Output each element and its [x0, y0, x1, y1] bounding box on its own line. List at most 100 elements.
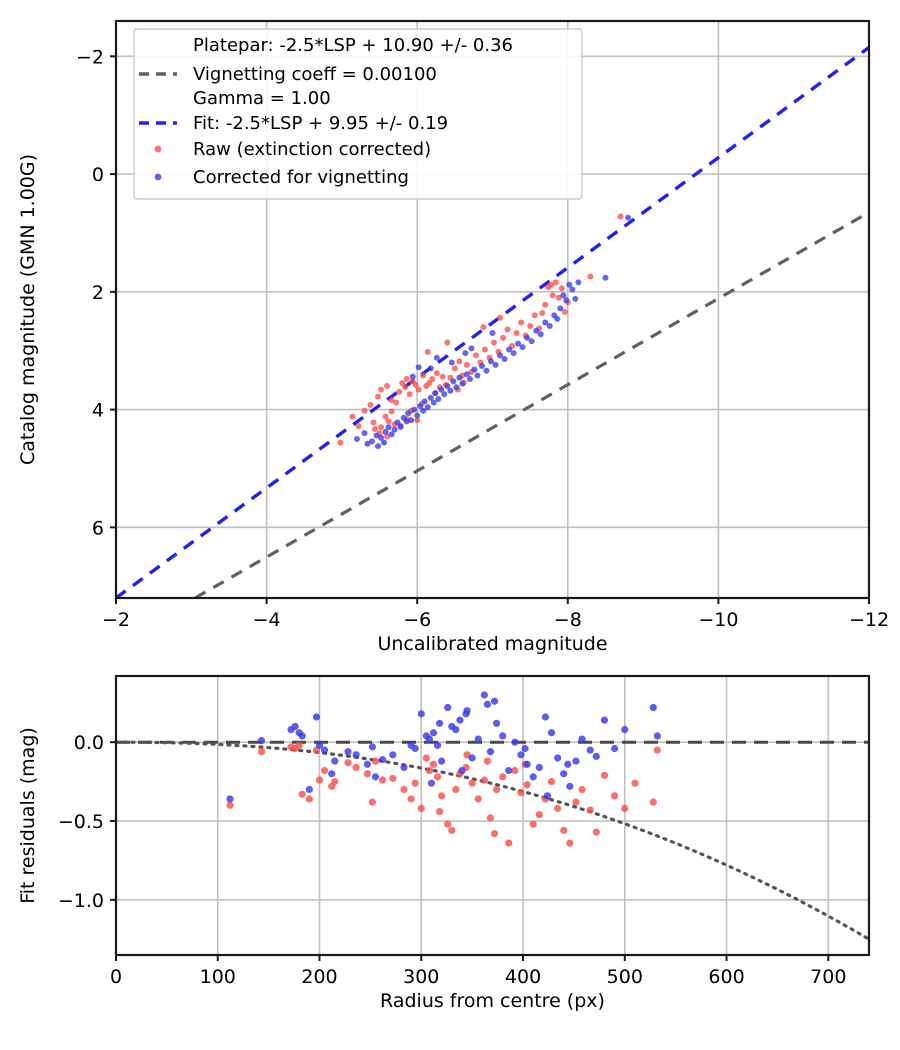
legend-entry-label: Gamma = 1.00 — [193, 88, 331, 109]
y-axis-label: Fit residuals (mag) — [17, 727, 39, 904]
data-point — [305, 795, 313, 803]
data-point — [542, 301, 549, 308]
data-point — [414, 412, 421, 419]
data-point — [355, 423, 362, 430]
data-point — [438, 386, 445, 393]
data-point — [435, 395, 442, 402]
data-point — [412, 381, 419, 388]
data-point — [363, 770, 371, 778]
data-point — [489, 330, 496, 337]
data-point — [569, 286, 576, 293]
axis-ticks: −2 −4 −6 −8 −10 −12 −2 0 2 4 6 — [76, 46, 889, 631]
data-point — [483, 757, 492, 765]
x-tick-label: −2 — [102, 609, 130, 631]
platepar-line — [194, 210, 869, 598]
data-point — [533, 327, 540, 334]
data-point — [554, 804, 562, 813]
data-point — [557, 305, 564, 312]
data-point — [529, 773, 537, 781]
data-point — [257, 748, 266, 756]
data-point — [381, 439, 388, 446]
data-point — [566, 281, 573, 288]
y-tick-label: 6 — [92, 517, 104, 539]
data-point — [389, 774, 397, 783]
data-point — [438, 757, 446, 765]
data-point — [312, 713, 321, 721]
data-point — [459, 380, 466, 387]
data-point — [456, 716, 464, 724]
data-point — [331, 757, 339, 765]
data-point — [497, 352, 504, 359]
data-point — [402, 384, 409, 391]
data-point — [432, 390, 439, 397]
data-point — [515, 340, 522, 347]
data-point — [621, 725, 629, 734]
data-point — [433, 354, 440, 361]
data-point — [450, 378, 457, 385]
series-raw — [226, 741, 661, 847]
data-point — [625, 214, 632, 221]
data-point — [393, 399, 400, 406]
data-point — [315, 776, 324, 784]
data-point — [298, 790, 306, 798]
x-tick-label: −8 — [554, 609, 582, 631]
data-point — [471, 366, 478, 373]
data-point — [364, 440, 371, 447]
data-point — [548, 281, 555, 288]
data-point — [344, 748, 352, 756]
x-tick-label: 100 — [200, 966, 236, 988]
data-point — [453, 384, 460, 391]
panel-border — [114, 19, 871, 600]
y-tick-label: 2 — [92, 282, 104, 304]
series-corrected — [353, 214, 632, 450]
x-tick-label: 300 — [403, 966, 439, 988]
data-point — [621, 804, 629, 813]
data-point — [600, 716, 609, 724]
data-point — [371, 773, 380, 781]
data-point — [480, 691, 488, 699]
legend-entry-label: Fit: -2.5*LSP + 9.95 +/- 0.19 — [193, 113, 448, 134]
legend-dot-swatch — [154, 145, 162, 153]
data-point — [549, 292, 556, 299]
photometry-panel: −2 −4 −6 −8 −10 −12 −2 0 2 4 6 Uncalibrated magnitu… — [17, 19, 889, 655]
data-point — [519, 344, 526, 351]
data-point — [483, 367, 490, 374]
data-point — [438, 792, 446, 800]
data-point — [337, 439, 344, 446]
data-point — [452, 725, 460, 734]
data-point — [444, 339, 451, 346]
legend-background — [133, 28, 583, 200]
data-point — [480, 324, 487, 331]
data-point — [472, 352, 479, 359]
data-point — [564, 760, 572, 768]
data-point — [560, 826, 568, 835]
data-point — [315, 741, 324, 749]
data-point — [382, 428, 389, 435]
data-point — [448, 359, 455, 366]
data-point — [555, 294, 562, 301]
data-point — [491, 339, 498, 346]
data-point — [474, 795, 482, 803]
data-point — [385, 424, 392, 431]
data-point — [375, 443, 382, 450]
data-point — [226, 801, 234, 809]
data-point — [463, 371, 470, 378]
data-point — [399, 380, 406, 387]
y-axis-label: Catalog magnitude (GMN 1.00G) — [17, 154, 39, 465]
data-point — [427, 394, 434, 401]
data-point — [417, 710, 425, 718]
data-point — [389, 751, 397, 759]
data-point — [435, 807, 444, 816]
data-point — [405, 410, 412, 417]
data-point — [505, 839, 513, 847]
data-point — [444, 383, 451, 390]
legend-box: Platepar: -2.5*LSP + 10.90 +/- 0.36 Vigne… — [133, 28, 583, 200]
data-point — [487, 358, 494, 365]
vignetting-model-curve — [116, 740, 869, 941]
x-tick-label: −12 — [849, 609, 889, 631]
data-point — [407, 741, 415, 749]
data-point — [388, 431, 395, 438]
data-point — [321, 766, 329, 775]
data-point — [379, 755, 387, 764]
